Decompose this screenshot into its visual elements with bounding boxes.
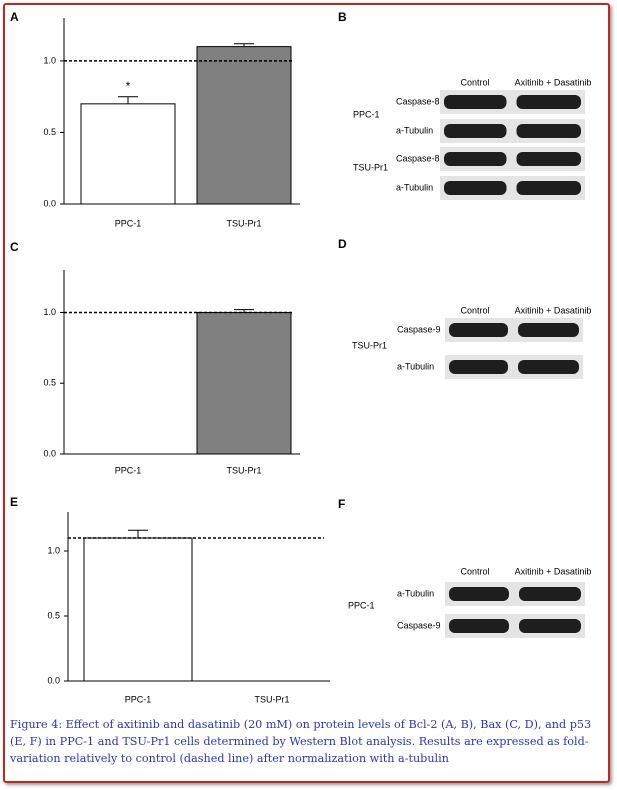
column-header: Control <box>460 77 489 87</box>
group-label: PPC-1 <box>353 109 380 119</box>
y-tick-label: 0.0 <box>47 675 60 685</box>
figure: A 0.0 0.5 1.0 PPC-1 TSU-Pr1 * C 0.0 0.5 1.0 PPC-1 TS… <box>10 10 592 704</box>
group-label: PPC-1 <box>348 600 375 610</box>
column-header: Axitinib + Dasatinib <box>515 305 592 315</box>
bar <box>80 103 176 205</box>
blot-band <box>449 323 508 337</box>
column-header: Axitinib + Dasatinib <box>515 77 592 87</box>
x-tick-label: PPC-1 <box>115 465 142 475</box>
y-tick-label: 1.0 <box>43 55 56 65</box>
y-tick-label: 0.5 <box>47 610 60 620</box>
band-label: a-Tubulin <box>397 588 434 598</box>
panel-label: B <box>338 10 347 24</box>
blot-band <box>519 619 581 633</box>
y-tick-label: 1.0 <box>43 307 56 317</box>
blot-band <box>444 181 507 195</box>
column-header: Control <box>460 566 489 576</box>
panel-label: D <box>338 237 347 251</box>
column-header: Axitinib + Dasatinib <box>515 566 592 576</box>
x-tick-label: TSU-Pr1 <box>226 218 261 228</box>
bar <box>196 46 292 205</box>
y-tick-label: 0.0 <box>43 448 56 458</box>
band-label: Caspase-9 <box>397 620 441 630</box>
band-label: Caspase-9 <box>397 324 441 334</box>
panel-label: A <box>10 10 19 24</box>
blot-band <box>516 124 581 138</box>
x-tick-label: TSU-Pr1 <box>226 465 261 475</box>
panel-label: C <box>10 240 19 254</box>
x-tick-label: TSU-Pr1 <box>254 694 289 704</box>
annotation: * <box>126 79 131 93</box>
panel-label: E <box>10 495 18 509</box>
band-label: a-Tubulin <box>396 125 433 135</box>
group-label: TSU-Pr1 <box>352 340 387 350</box>
band-label: Caspase-8 <box>396 153 440 163</box>
bar <box>83 537 193 682</box>
blot-band <box>449 619 509 633</box>
blot-band <box>449 360 508 374</box>
caption: Figure 4: Effect of axitinib and dasatin… <box>10 718 592 765</box>
band-label: Caspase-8 <box>396 96 440 106</box>
blot-band <box>516 152 581 166</box>
blot-band <box>449 587 509 601</box>
blot-band <box>518 360 579 374</box>
blot-band <box>516 95 581 109</box>
blot-band <box>444 95 507 109</box>
blot-band <box>444 124 507 138</box>
y-tick-label: 0.5 <box>43 127 56 137</box>
figure-frame <box>3 3 610 783</box>
y-tick-label: 0.5 <box>43 378 56 388</box>
blot-band <box>444 152 507 166</box>
y-tick-label: 1.0 <box>47 545 60 555</box>
band-label: a-Tubulin <box>397 361 434 371</box>
blot-band <box>516 181 581 195</box>
blot-band <box>518 323 579 337</box>
bar <box>196 311 292 455</box>
band-label: a-Tubulin <box>396 182 433 192</box>
blot-band <box>519 587 581 601</box>
x-tick-label: PPC-1 <box>115 218 142 228</box>
column-header: Control <box>460 305 489 315</box>
panel-label: F <box>338 497 345 511</box>
group-label: TSU-Pr1 <box>353 162 388 172</box>
y-tick-label: 0.0 <box>43 198 56 208</box>
x-tick-label: PPC-1 <box>125 694 152 704</box>
